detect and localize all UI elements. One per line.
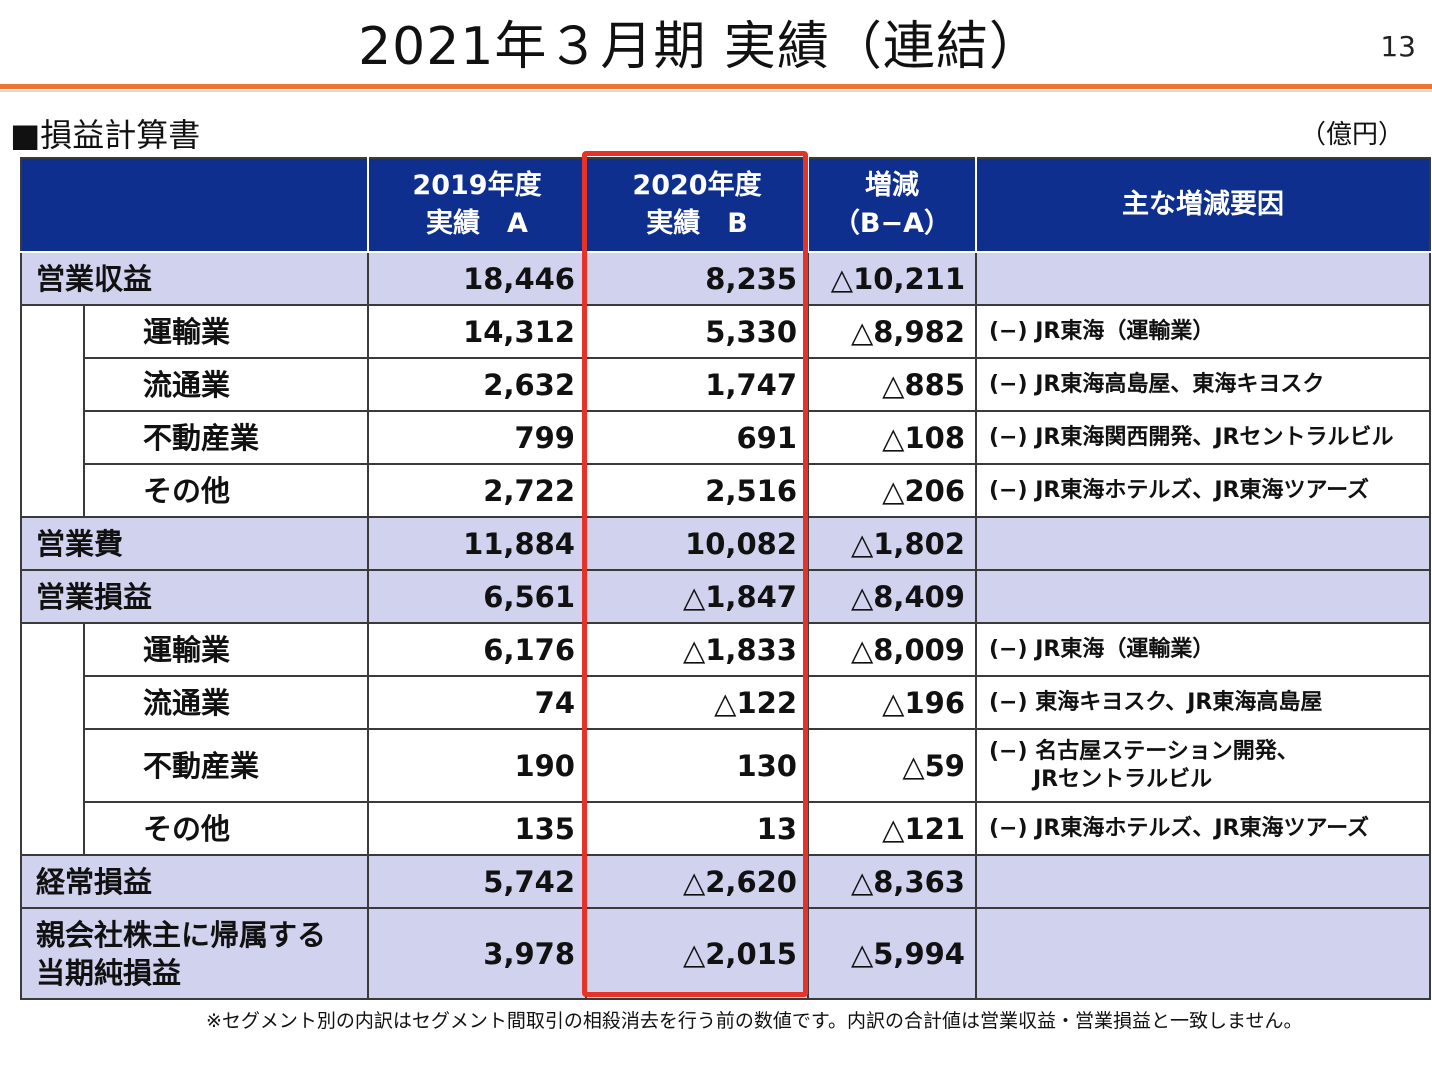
column-header-fy2019: 2019年度 実績 A (367, 157, 587, 253)
footnote: ※セグメント別の内訳はセグメント間取引の相殺消去を行う前の数値です。内訳の合計値… (206, 1010, 1303, 1032)
cell-change: △59 (807, 728, 977, 803)
cell-change: △196 (807, 675, 977, 730)
table-row-operating-income: 営業損益 6,561 △1,847 △8,409 (20, 569, 1431, 624)
cell-fy2019: 135 (367, 801, 587, 856)
cell-fy2020: △2,620 (585, 854, 809, 909)
row-label: その他 (83, 801, 369, 856)
cell-fy2019: 2,722 (367, 463, 587, 518)
table-header-row: 2019年度 実績 A 2020年度 実績 B 増減 （B−A） 主な増減要因 (20, 157, 1431, 253)
cell-fy2019: 2,632 (367, 357, 587, 412)
cell-reason: (−) JR東海（運輸業） (975, 304, 1431, 359)
cell-fy2020: 10,082 (585, 516, 809, 571)
cell-reason: (−) JR東海（運輸業） (975, 622, 1431, 677)
cell-fy2019: 3,978 (367, 907, 587, 1000)
table-row-operating-expenses: 営業費 11,884 10,082 △1,802 (20, 516, 1431, 571)
cell-reason: (−) JR東海ホテルズ、JR東海ツアーズ (975, 463, 1431, 518)
cell-reason: (−) 名古屋ステーション開発、 JRセントラルビル (975, 728, 1431, 803)
cell-reason (975, 907, 1431, 1000)
cell-fy2020: 5,330 (585, 304, 809, 359)
cell-change: △5,994 (807, 907, 977, 1000)
cell-change: △121 (807, 801, 977, 856)
cell-fy2019: 18,446 (367, 251, 587, 306)
cell-fy2019: 6,176 (367, 622, 587, 677)
cell-change: △8,982 (807, 304, 977, 359)
cell-reason: (−) 東海キヨスク、JR東海高島屋 (975, 675, 1431, 730)
cell-reason: (−) JR東海高島屋、東海キヨスク (975, 357, 1431, 412)
cell-fy2020: △1,833 (585, 622, 809, 677)
row-label: 営業収益 (20, 251, 369, 306)
row-label: 親会社株主に帰属する 当期純損益 (20, 907, 369, 1000)
table-row-income-merchandise: 流通業 74 △122 △196 (−) 東海キヨスク、JR東海高島屋 (21, 675, 1431, 730)
table-row-ordinary-income: 経常損益 5,742 △2,620 △8,363 (20, 854, 1431, 909)
indent-cell (20, 622, 85, 856)
cell-fy2019: 11,884 (367, 516, 587, 571)
cell-fy2020: 8,235 (585, 251, 809, 306)
cell-change: △1,802 (807, 516, 977, 571)
cell-reason: (−) JR東海関西開発、JRセントラルビル (975, 410, 1431, 465)
table-row-revenue-merchandise: 流通業 2,632 1,747 △885 (−) JR東海高島屋、東海キヨスク (21, 357, 1431, 412)
row-label: 運輸業 (83, 622, 369, 677)
income-statement-table: 2019年度 実績 A 2020年度 実績 B 増減 （B−A） 主な増減要因 … (20, 157, 1431, 1000)
row-label: 営業損益 (20, 569, 369, 624)
cell-fy2020: △1,847 (585, 569, 809, 624)
row-label: 経常損益 (20, 854, 369, 909)
row-label: 不動産業 (83, 728, 369, 803)
unit-label: （億円） (1299, 120, 1404, 150)
cell-reason (975, 569, 1431, 624)
cell-fy2019: 14,312 (367, 304, 587, 359)
cell-reason: (−) JR東海ホテルズ、JR東海ツアーズ (975, 801, 1431, 856)
table-row-revenue-other: その他 2,722 2,516 △206 (−) JR東海ホテルズ、JR東海ツア… (21, 463, 1431, 518)
table-row-revenue-real-estate: 不動産業 799 691 △108 (−) JR東海関西開発、JRセントラルビル (21, 410, 1431, 465)
row-label: 営業費 (20, 516, 369, 571)
cell-change: △8,363 (807, 854, 977, 909)
cell-change: △885 (807, 357, 977, 412)
cell-fy2020: △2,015 (585, 907, 809, 1000)
cell-change: △10,211 (807, 251, 977, 306)
title-divider (0, 84, 1432, 89)
row-label: 流通業 (83, 357, 369, 412)
cell-reason (975, 516, 1431, 571)
cell-fy2019: 74 (367, 675, 587, 730)
column-header-reasons: 主な増減要因 (975, 157, 1431, 253)
cell-fy2020: 130 (585, 728, 809, 803)
table-row-income-other: その他 135 13 △121 (−) JR東海ホテルズ、JR東海ツアーズ (21, 801, 1431, 856)
row-label: 流通業 (83, 675, 369, 730)
column-header-fy2020: 2020年度 実績 B (585, 157, 809, 253)
cell-change: △108 (807, 410, 977, 465)
column-header-change: 増減 （B−A） (807, 157, 977, 253)
cell-fy2020: △122 (585, 675, 809, 730)
indent-cell (20, 304, 85, 518)
cell-fy2020: 13 (585, 801, 809, 856)
table-row-operating-revenue: 営業収益 18,446 8,235 △10,211 (20, 251, 1431, 306)
cell-change: △206 (807, 463, 977, 518)
cell-reason (975, 854, 1431, 909)
cell-fy2020: 1,747 (585, 357, 809, 412)
cell-fy2019: 6,561 (367, 569, 587, 624)
page-number: 13 (1380, 30, 1416, 63)
cell-change: △8,009 (807, 622, 977, 677)
table-row-income-real-estate: 不動産業 190 130 △59 (−) 名古屋ステーション開発、 JRセントラ… (21, 728, 1431, 803)
page-title: 2021年３月期 実績（連結） (358, 17, 1042, 77)
cell-fy2019: 799 (367, 410, 587, 465)
section-heading: ■損益計算書 (10, 116, 201, 154)
row-label: 運輸業 (83, 304, 369, 359)
cell-fy2020: 691 (585, 410, 809, 465)
cell-fy2019: 190 (367, 728, 587, 803)
title-divider-shadow (0, 90, 1432, 92)
cell-change: △8,409 (807, 569, 977, 624)
cell-fy2019: 5,742 (367, 854, 587, 909)
row-label: 不動産業 (83, 410, 369, 465)
table-row-revenue-transportation: 運輸業 14,312 5,330 △8,982 (−) JR東海（運輸業） (20, 304, 1431, 518)
column-header-item (20, 157, 369, 253)
cell-reason (975, 251, 1431, 306)
table-row-income-transportation: 運輸業 6,176 △1,833 △8,009 (−) JR東海（運輸業） (20, 622, 1431, 856)
cell-fy2020: 2,516 (585, 463, 809, 518)
row-label: その他 (83, 463, 369, 518)
table-row-net-income: 親会社株主に帰属する 当期純損益 3,978 △2,015 △5,994 (20, 907, 1431, 1000)
